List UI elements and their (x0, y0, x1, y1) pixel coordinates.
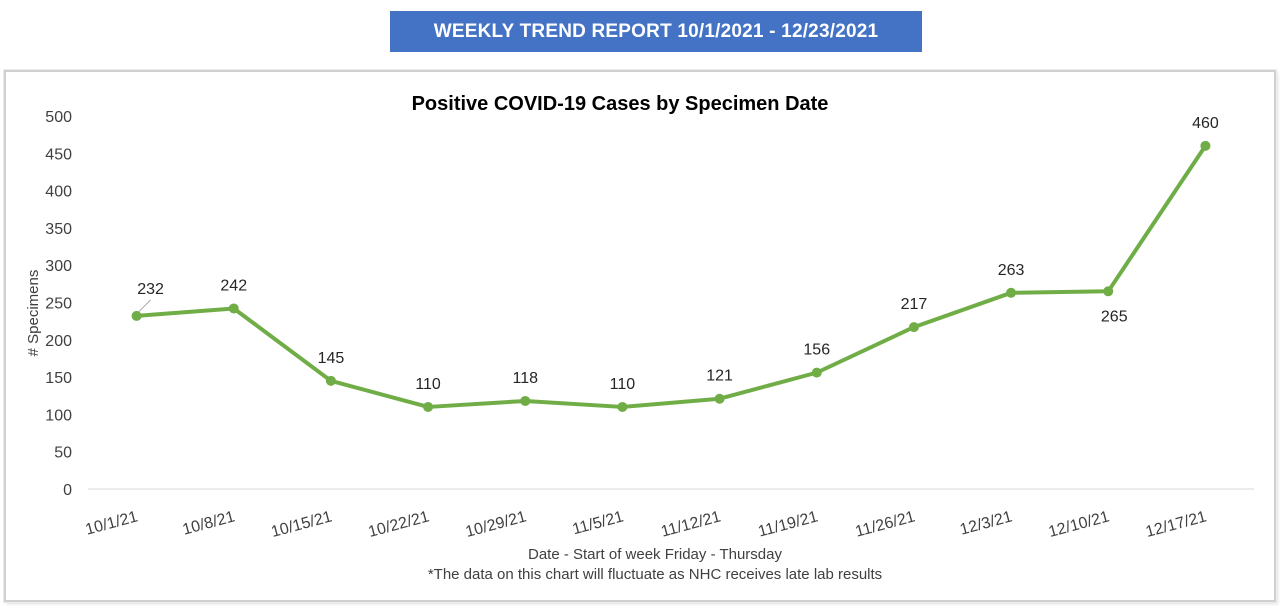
chart-title: Positive COVID-19 Cases by Specimen Date (412, 93, 829, 115)
data-point (228, 303, 239, 314)
data-point (423, 401, 434, 412)
data-point (908, 322, 919, 333)
y-axis-ticks: 0 50 100 150 200 250 300 350 400 450 500 (45, 109, 72, 499)
data-point (1200, 140, 1211, 151)
data-point (811, 367, 822, 378)
y-tick-label: 250 (45, 296, 72, 313)
data-label: 460 (1192, 115, 1219, 132)
series-group (131, 140, 1211, 412)
x-tick-label: 12/17/21 (1144, 508, 1209, 541)
chart-frame (4, 70, 1276, 602)
y-tick-label: 500 (45, 109, 72, 126)
data-label: 110 (415, 376, 441, 393)
x-tick-label: 11/26/21 (854, 508, 918, 540)
y-tick-label: 350 (45, 221, 72, 238)
data-point (325, 375, 336, 386)
y-tick-label: 200 (45, 333, 72, 350)
data-point (714, 393, 725, 404)
data-label: 156 (803, 342, 830, 359)
report-title-banner: WEEKLY TREND REPORT 10/1/2021 - 12/23/20… (390, 11, 922, 52)
data-point (1103, 286, 1114, 297)
data-point (617, 401, 628, 412)
y-tick-label: 150 (45, 370, 72, 387)
data-point (131, 310, 142, 321)
data-label-leader (138, 299, 151, 313)
x-tick-label: 10/1/21 (84, 508, 140, 538)
data-label: 121 (706, 368, 733, 385)
data-label: 232 (137, 281, 164, 298)
chart-footnote: *The data on this chart will fluctuate a… (428, 566, 882, 583)
x-tick-label: 11/19/21 (756, 508, 820, 540)
x-tick-label: 10/8/21 (181, 508, 237, 538)
series-line (134, 143, 1208, 409)
x-axis-label: Date - Start of week Friday - Thursday (528, 546, 782, 563)
data-labels: 232 242 145 110 118 110 121 156 217 263 265 460 (137, 115, 1219, 393)
x-tick-label: 12/3/21 (958, 508, 1014, 538)
data-label: 242 (220, 277, 247, 294)
x-tick-label: 10/15/21 (269, 508, 334, 541)
data-point (1006, 287, 1017, 298)
y-tick-label: 450 (45, 146, 72, 163)
data-label: 265 (1101, 308, 1128, 325)
x-tick-label: 12/10/21 (1047, 508, 1112, 541)
data-point (520, 395, 531, 406)
x-tick-label: 11/12/21 (659, 508, 723, 540)
y-tick-label: 300 (45, 258, 72, 275)
x-axis-ticks: 10/1/21 10/8/21 10/15/21 10/22/21 10/29/21 11… (84, 508, 1209, 541)
report-title: WEEKLY TREND REPORT 10/1/2021 - 12/23/20… (433, 20, 879, 42)
x-tick-label: 10/29/21 (464, 508, 529, 541)
data-label: 217 (901, 296, 928, 313)
data-label: 263 (998, 262, 1025, 279)
y-axis-label: # Specimens (25, 270, 42, 357)
y-tick-label: 50 (54, 445, 72, 462)
y-tick-label: 0 (63, 482, 72, 499)
data-label: 118 (512, 370, 538, 387)
x-tick-label: 11/5/21 (571, 508, 626, 538)
x-tick-label: 10/22/21 (367, 508, 432, 541)
y-tick-label: 100 (45, 407, 72, 424)
y-tick-label: 400 (45, 184, 72, 201)
data-label: 145 (318, 350, 345, 367)
data-label: 110 (610, 376, 636, 393)
